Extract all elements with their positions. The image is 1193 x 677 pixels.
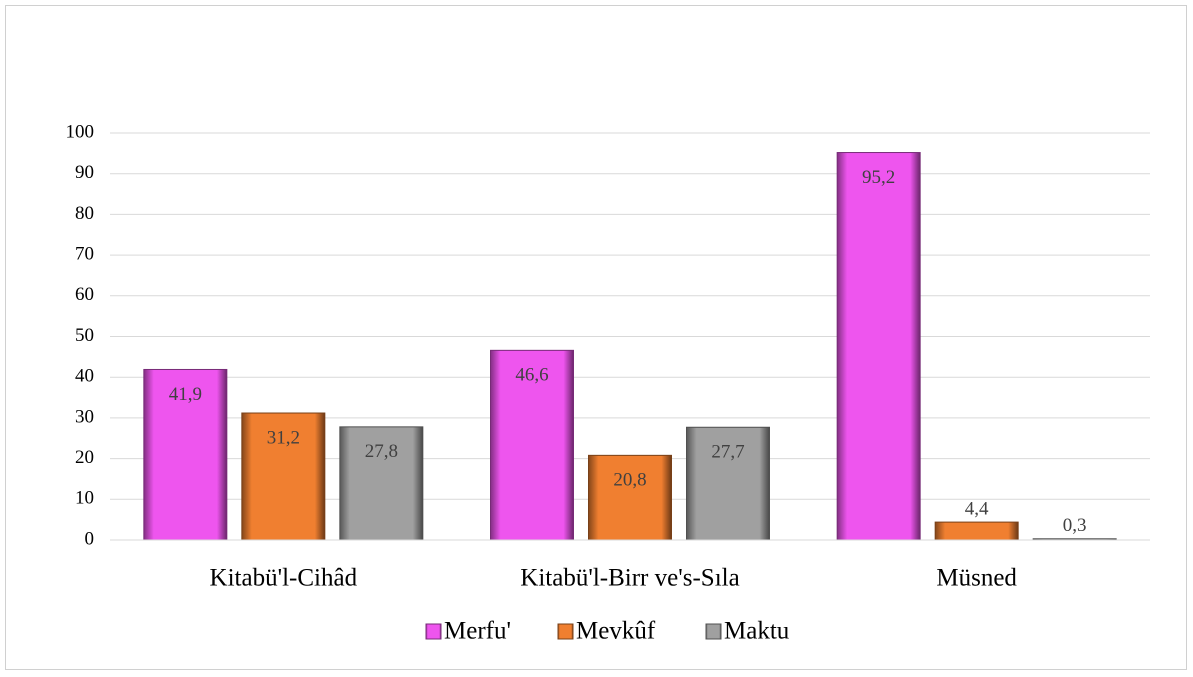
bar [143, 368, 228, 541]
data-label: 46,6 [515, 365, 548, 386]
legend-label: Maktu [724, 618, 790, 645]
y-tick-label: 30 [75, 406, 94, 427]
legend-swatch [425, 623, 442, 640]
data-label: 95,2 [862, 167, 895, 188]
legend-swatch [705, 623, 722, 640]
bar [339, 426, 424, 541]
y-tick-label: 10 [75, 488, 94, 509]
y-tick-label: 40 [75, 366, 94, 387]
legend-label: Merfu' [444, 618, 511, 645]
bar [686, 426, 770, 541]
data-label: 27,8 [365, 441, 398, 462]
chart-frame [5, 5, 1187, 670]
x-tick-label: Kitabü'l-Birr ve's-Sıla [520, 565, 739, 592]
data-label: 41,9 [169, 384, 202, 405]
bar [241, 412, 326, 541]
y-tick-label: 100 [66, 121, 95, 142]
y-tick-label: 70 [75, 243, 94, 264]
data-label: 4,4 [965, 498, 989, 519]
y-tick-label: 60 [75, 284, 94, 305]
bar [588, 454, 672, 541]
y-tick-label: 80 [75, 203, 94, 224]
y-tick-label: 90 [75, 162, 94, 183]
data-label: 31,2 [267, 427, 300, 448]
data-label: 0,3 [1063, 515, 1087, 536]
y-tick-label: 50 [75, 325, 94, 346]
data-label: 20,8 [613, 470, 646, 491]
data-label: 27,7 [711, 442, 744, 463]
y-tick-label: 0 [85, 528, 95, 549]
legend-label: Mevkûf [576, 618, 656, 645]
bar [934, 521, 1019, 541]
legend-swatch [557, 623, 574, 640]
bar [836, 152, 921, 541]
x-tick-label: Kitabü'l-Cihâd [210, 565, 358, 592]
y-tick-label: 20 [75, 447, 94, 468]
x-tick-label: Müsned [936, 565, 1017, 592]
bar [490, 349, 574, 541]
